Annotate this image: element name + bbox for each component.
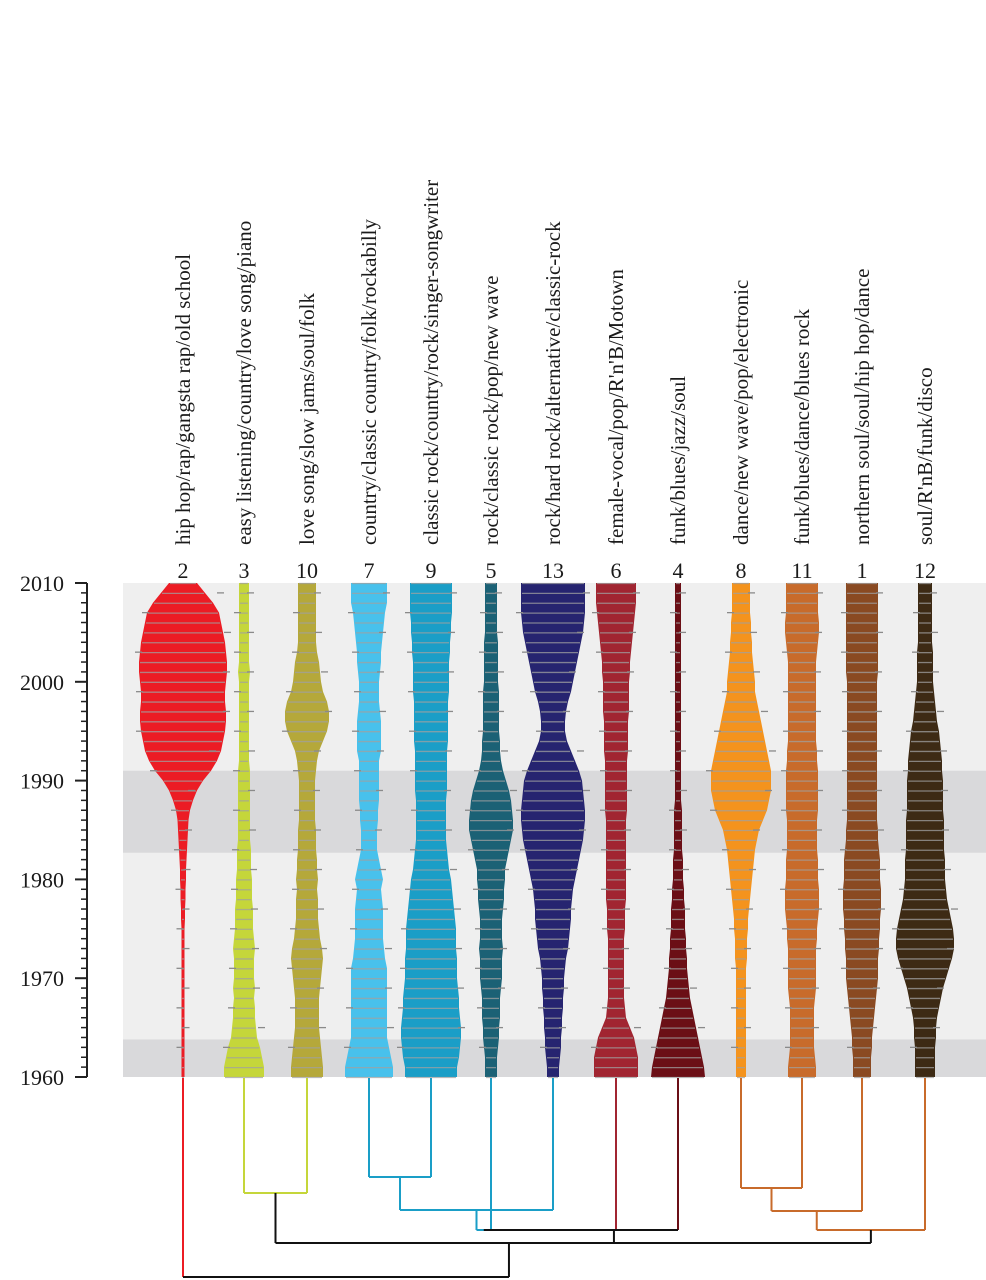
column-label: rock/classic rock/pop/new wave bbox=[479, 276, 503, 545]
y-tick-label: 1970 bbox=[20, 966, 64, 991]
column-number: 7 bbox=[364, 558, 375, 583]
dendrogram-link bbox=[815, 1078, 926, 1231]
violin-4 bbox=[651, 582, 705, 1079]
violin-6 bbox=[591, 582, 641, 1079]
column-label: northern soul/soul/hip hop/dance bbox=[850, 269, 874, 545]
violin-1 bbox=[838, 582, 886, 1079]
violin-13 bbox=[516, 582, 590, 1079]
violin-7 bbox=[344, 582, 394, 1079]
violin-10 bbox=[282, 582, 332, 1079]
dendrogram-link bbox=[549, 1078, 679, 1231]
column-number: 8 bbox=[736, 558, 747, 583]
column-label: love song/slow jams/soul/folk bbox=[295, 293, 319, 546]
violin-3 bbox=[223, 582, 265, 1079]
dendrogram-link bbox=[182, 1078, 510, 1278]
column-label: rock/hard rock/alternative/classic-rock bbox=[541, 221, 565, 545]
column-number: 4 bbox=[673, 558, 684, 583]
dendrogram-link bbox=[399, 1078, 554, 1211]
column-numbers: 2 3 10 7 9 5 13 6 4 8 11 1 12 bbox=[178, 558, 937, 583]
column-label: soul/R'nB/funk/disco bbox=[913, 367, 937, 545]
y-tick-label: 2010 bbox=[20, 571, 64, 596]
dendrogram-link bbox=[612, 1230, 872, 1244]
column-number: 5 bbox=[486, 558, 497, 583]
dendrogram-link bbox=[274, 1193, 743, 1244]
column-number: 1 bbox=[857, 558, 868, 583]
dendrogram bbox=[182, 1078, 926, 1278]
column-label: hip hop/rap/gangsta rap/old school bbox=[171, 254, 195, 545]
violin-2 bbox=[135, 582, 231, 1079]
y-tick-label: 1960 bbox=[20, 1065, 64, 1090]
column-number: 12 bbox=[914, 558, 936, 583]
column-label: female-vocal/pop/R'n'B/Motown bbox=[604, 269, 628, 545]
violin-plots bbox=[135, 582, 958, 1079]
column-label: dance/new wave/pop/electronic bbox=[729, 280, 753, 545]
column-label: classic rock/country/rock/singer-songwri… bbox=[419, 180, 443, 545]
violin-5 bbox=[465, 582, 517, 1079]
y-tick-label: 1990 bbox=[20, 769, 64, 794]
y-tick-label: 2000 bbox=[20, 670, 64, 695]
dendrogram-link bbox=[243, 1078, 308, 1194]
dendrogram-link bbox=[740, 1078, 803, 1189]
column-number: 13 bbox=[542, 558, 564, 583]
column-number: 6 bbox=[611, 558, 622, 583]
violin-8 bbox=[706, 582, 776, 1079]
dendrogram-link bbox=[483, 1078, 617, 1231]
column-label: country/classic country/folk/rockabilly bbox=[357, 219, 381, 545]
column-number: 10 bbox=[296, 558, 318, 583]
violin-9 bbox=[397, 582, 465, 1079]
column-label: easy listening/country/love song/piano bbox=[232, 221, 256, 545]
column-number: 3 bbox=[239, 558, 250, 583]
column-label: funk/blues/dance/blues rock bbox=[790, 308, 814, 545]
violin-11 bbox=[780, 582, 824, 1079]
dendrogram-link bbox=[368, 1078, 432, 1178]
column-number: 2 bbox=[178, 558, 189, 583]
column-label: funk/blues/jazz/soul bbox=[666, 376, 690, 545]
column-number: 9 bbox=[426, 558, 437, 583]
column-number: 11 bbox=[791, 558, 812, 583]
dendrogram-link bbox=[770, 1078, 863, 1212]
column-labels: hip hop/rap/gangsta rap/old school easy l… bbox=[171, 180, 937, 545]
violin-12 bbox=[892, 582, 958, 1079]
dendrogram-link bbox=[475, 1078, 492, 1231]
y-tick-label: 1980 bbox=[20, 867, 64, 892]
y-axis: 1960 1970 1980 1990 2000 2010 bbox=[20, 571, 88, 1090]
